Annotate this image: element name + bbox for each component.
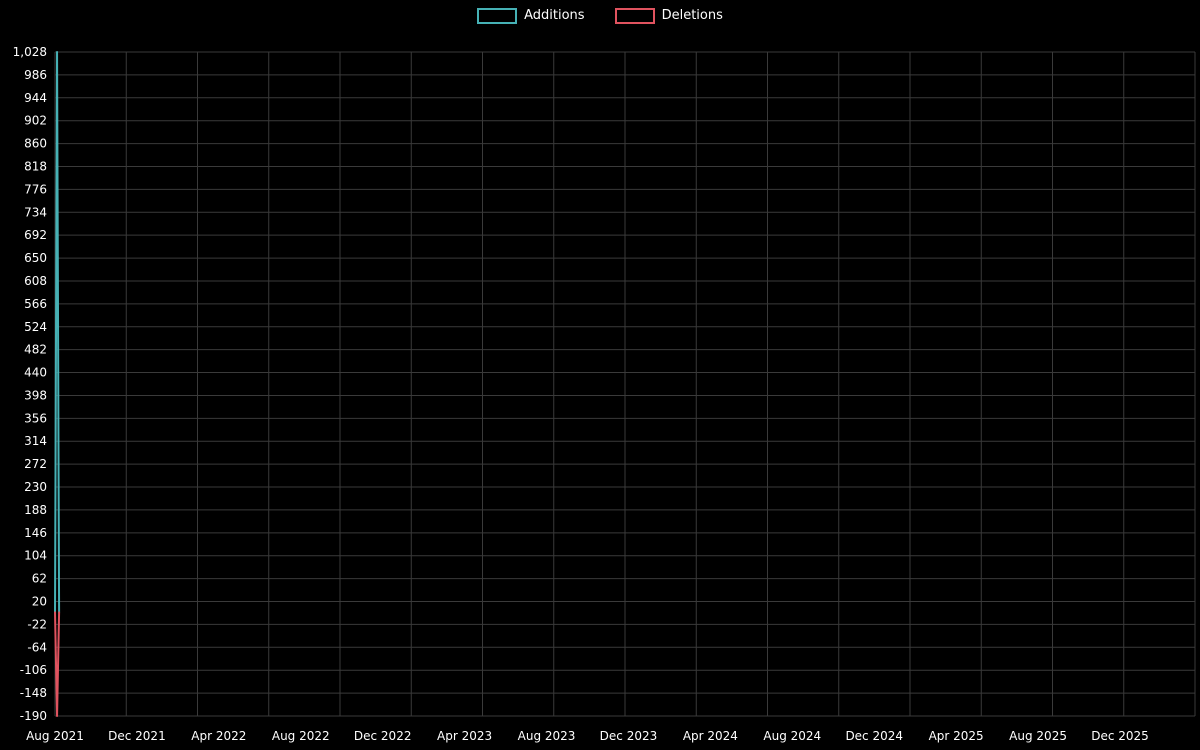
y-tick-label: 1,028 — [13, 45, 47, 59]
x-tick-label: Apr 2022 — [191, 729, 246, 743]
y-tick-label: 944 — [24, 91, 47, 105]
y-tick-label: -64 — [27, 640, 47, 654]
y-tick-label: 986 — [24, 68, 47, 82]
x-tick-label: Aug 2025 — [1009, 729, 1067, 743]
y-tick-label: 104 — [24, 549, 47, 563]
x-tick-label: Dec 2024 — [845, 729, 903, 743]
x-tick-label: Apr 2023 — [437, 729, 492, 743]
y-tick-label: 650 — [24, 251, 47, 265]
y-tick-label: 608 — [24, 274, 47, 288]
y-tick-label: 272 — [24, 457, 47, 471]
y-tick-label: -190 — [20, 709, 47, 723]
legend-item-additions[interactable]: Additions — [477, 8, 585, 24]
y-tick-label: -106 — [20, 663, 47, 677]
y-tick-label: 692 — [24, 228, 47, 242]
x-tick-label: Dec 2023 — [600, 729, 658, 743]
series-line-deletions — [54, 611, 61, 717]
y-tick-label: 356 — [24, 411, 47, 425]
y-tick-label: 566 — [24, 297, 47, 311]
x-tick-label: Aug 2023 — [518, 729, 576, 743]
additions-swatch-icon — [477, 8, 518, 24]
x-tick-label: Aug 2021 — [26, 729, 84, 743]
y-tick-label: 398 — [24, 388, 47, 402]
y-tick-label: -148 — [20, 686, 47, 700]
x-tick-label: Apr 2025 — [929, 729, 984, 743]
y-tick-label: 818 — [24, 159, 47, 173]
y-tick-label: 62 — [32, 572, 47, 586]
x-tick-label: Apr 2024 — [683, 729, 738, 743]
y-tick-label: 776 — [24, 182, 47, 196]
legend-item-deletions[interactable]: Deletions — [614, 8, 723, 24]
y-tick-label: 734 — [24, 205, 47, 219]
x-tick-label: Aug 2022 — [272, 729, 330, 743]
x-tick-label: Aug 2024 — [763, 729, 821, 743]
additions-legend-label: Additions — [524, 8, 585, 23]
y-tick-label: 314 — [24, 434, 47, 448]
y-tick-label: 860 — [24, 137, 47, 151]
x-tick-label: Dec 2025 — [1091, 729, 1149, 743]
y-tick-label: 524 — [24, 320, 47, 334]
deletions-legend-label: Deletions — [661, 8, 723, 23]
y-tick-label: 20 — [32, 595, 47, 609]
x-tick-label: Dec 2022 — [354, 729, 412, 743]
y-tick-label: 188 — [24, 503, 47, 517]
y-tick-label: 440 — [24, 366, 47, 380]
chart-legend: Additions Deletions — [0, 8, 1200, 24]
y-tick-label: -22 — [27, 617, 47, 631]
x-tick-label: Dec 2021 — [108, 729, 166, 743]
y-tick-label: 230 — [24, 480, 47, 494]
y-tick-label: 146 — [24, 526, 47, 540]
deletions-swatch-icon — [614, 8, 655, 24]
series-line-additions — [54, 51, 61, 614]
y-tick-label: 482 — [24, 343, 47, 357]
y-tick-label: 902 — [24, 114, 47, 128]
